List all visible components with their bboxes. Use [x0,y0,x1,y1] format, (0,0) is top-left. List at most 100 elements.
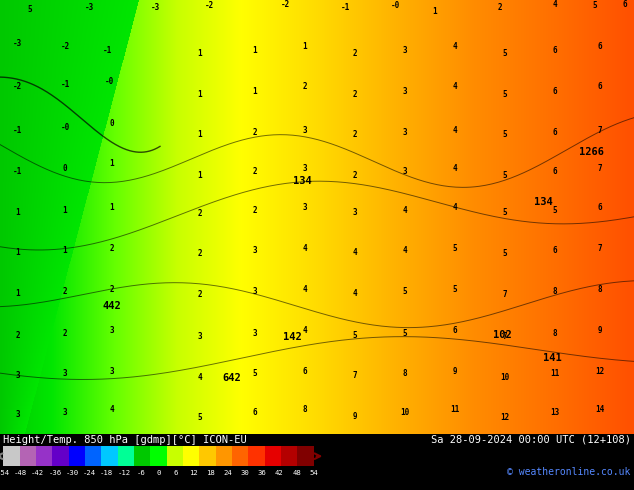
Text: 141: 141 [543,353,561,364]
Text: 5: 5 [503,171,507,180]
Bar [36,446,52,466]
Text: 3: 3 [353,207,358,217]
Text: 7: 7 [503,291,507,299]
Text: -3: -3 [150,3,160,12]
Text: 5: 5 [503,49,507,57]
Bar [85,446,101,466]
Text: 3: 3 [403,87,407,96]
Text: 6: 6 [453,326,457,335]
Text: 14: 14 [595,405,605,414]
Text: 2: 2 [110,244,114,253]
Bar [183,446,199,466]
Text: 2: 2 [198,249,202,258]
Text: 3: 3 [110,367,114,375]
Text: -2: -2 [13,82,23,91]
Text: 102: 102 [493,330,512,341]
Text: 2: 2 [353,90,358,99]
Bar [281,446,297,466]
Text: 7: 7 [598,244,602,253]
Text: 5: 5 [403,329,407,338]
Text: 5: 5 [403,288,407,296]
Text: 6: 6 [598,82,602,91]
Text: 4: 4 [198,373,202,382]
Text: 1: 1 [16,207,20,217]
Text: -36: -36 [48,470,61,476]
Text: 7: 7 [598,164,602,173]
Text: 18: 18 [206,470,215,476]
Text: 6: 6 [553,128,557,138]
Text: 0: 0 [157,470,160,476]
Text: 3: 3 [302,125,307,135]
Text: -1: -1 [13,167,23,176]
Text: 7: 7 [598,125,602,135]
Text: 4: 4 [403,206,407,215]
Text: 11: 11 [450,405,460,414]
Text: 5: 5 [353,331,358,340]
Text: 4: 4 [553,0,557,9]
Text: 1: 1 [16,290,20,298]
Text: 4: 4 [453,82,457,91]
Text: 5: 5 [593,1,597,10]
Text: 5: 5 [503,90,507,99]
Text: 3: 3 [253,329,257,338]
Text: 1: 1 [110,203,114,212]
Text: 5: 5 [453,244,457,253]
Text: 1: 1 [63,246,67,255]
Bar [118,446,134,466]
Bar [134,446,150,466]
Text: 442: 442 [103,301,121,312]
Text: 2: 2 [353,130,358,140]
Text: 3: 3 [403,46,407,54]
Text: -42: -42 [31,470,44,476]
Text: 9: 9 [453,367,457,375]
Text: 30: 30 [240,470,249,476]
Bar [167,446,183,466]
Text: -0: -0 [60,122,70,132]
Text: 24: 24 [223,470,232,476]
Text: 134: 134 [293,176,311,186]
Bar [297,446,314,466]
Text: 8: 8 [302,405,307,414]
Text: 4: 4 [403,246,407,255]
Text: 9: 9 [353,412,358,421]
Text: 3: 3 [16,371,20,380]
Text: 3: 3 [16,410,20,419]
Text: 5: 5 [198,413,202,422]
Text: 12: 12 [500,413,510,422]
Text: 3: 3 [403,167,407,176]
Text: -3: -3 [13,39,23,48]
Text: 4: 4 [110,405,114,414]
Text: 3: 3 [302,164,307,173]
Text: 54: 54 [309,470,318,476]
Text: 4: 4 [302,326,307,335]
Text: 6: 6 [553,167,557,176]
Text: 48: 48 [292,470,301,476]
Text: 13: 13 [550,408,560,417]
Text: 6: 6 [553,46,557,54]
Text: 8: 8 [598,285,602,294]
Text: 5: 5 [503,130,507,140]
Text: 3: 3 [253,246,257,255]
Text: 2: 2 [302,82,307,91]
Text: 2: 2 [63,329,67,338]
Text: 6: 6 [553,87,557,96]
Text: 8: 8 [403,369,407,378]
Text: -1: -1 [13,125,23,135]
Text: 5: 5 [503,207,507,217]
Text: 134: 134 [534,197,552,207]
Text: 2: 2 [198,209,202,219]
Text: 4: 4 [353,290,358,298]
Text: © weatheronline.co.uk: © weatheronline.co.uk [507,467,631,477]
Text: 7: 7 [503,332,507,341]
Text: 1: 1 [63,206,67,215]
Text: 7: 7 [353,371,358,380]
Text: 12: 12 [189,470,197,476]
Text: 4: 4 [453,203,457,212]
Text: 1266: 1266 [579,147,604,157]
Text: 3: 3 [403,128,407,138]
Text: 2: 2 [353,49,358,57]
Text: 2: 2 [253,128,257,138]
Text: 3: 3 [110,326,114,335]
Text: 5: 5 [28,5,32,14]
Text: -54: -54 [0,470,10,476]
